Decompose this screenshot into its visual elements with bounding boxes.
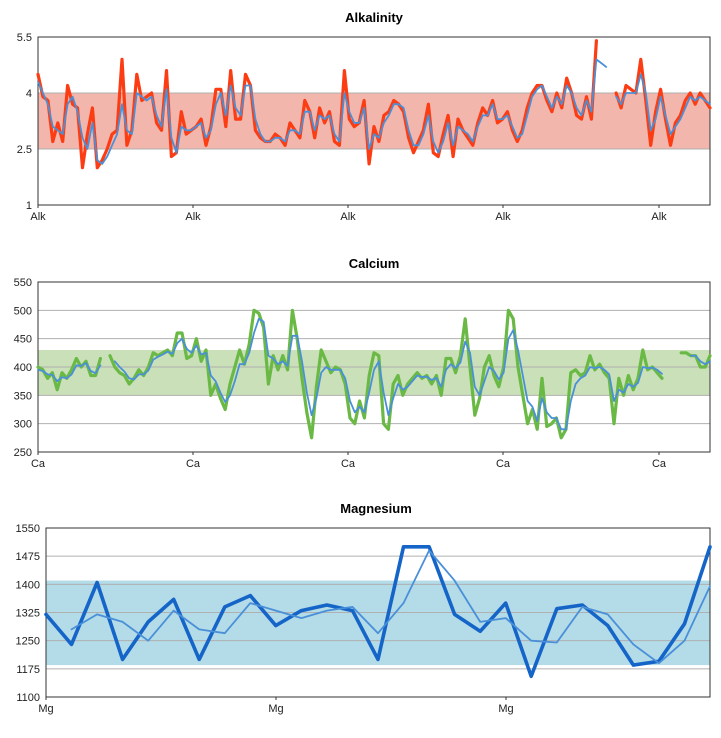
x-tick-label: Ca xyxy=(341,458,356,470)
y-tick-label: 1550 xyxy=(16,523,40,535)
x-tick-label: Mg xyxy=(38,703,53,715)
y-tick-label: 1400 xyxy=(16,579,40,591)
plot-frame xyxy=(45,527,711,698)
x-tick-label: Alk xyxy=(30,211,46,223)
y-tick-label: 350 xyxy=(14,390,32,402)
x-tick-label: Mg xyxy=(498,703,513,715)
y-tick-label: 450 xyxy=(14,334,32,346)
y-tick-label: 5.5 xyxy=(17,32,32,44)
y-tick-label: 4 xyxy=(26,88,32,100)
y-tick-label: 1 xyxy=(26,200,32,212)
x-tick-label: Mg xyxy=(268,703,283,715)
calcium-chart: Calcium 250 300 350 400 450 500 550 Ca Ca Ca Ca Ca xyxy=(14,256,712,470)
x-tick-label: Alk xyxy=(651,211,667,223)
measured-series-line xyxy=(44,545,712,679)
x-tick-label: Alk xyxy=(495,211,511,223)
trend-series-line xyxy=(37,58,711,165)
plot-frame xyxy=(37,36,711,206)
y-tick-label: 1250 xyxy=(16,636,40,648)
x-tick-label: Alk xyxy=(185,211,201,223)
y-tick-label: 550 xyxy=(14,277,32,289)
y-tick-label: 1175 xyxy=(16,664,40,676)
y-tick-label: 2.5 xyxy=(17,144,32,156)
y-tick-label: 500 xyxy=(14,305,32,317)
x-tick-label: Ca xyxy=(186,458,201,470)
target-range-band xyxy=(38,93,710,149)
chart-title: Alkalinity xyxy=(345,10,404,25)
y-tick-label: 250 xyxy=(14,447,32,459)
target-range-band xyxy=(46,580,710,666)
chart-title: Magnesium xyxy=(340,501,412,516)
trend-series-line xyxy=(37,317,711,431)
y-tick-label: 1475 xyxy=(16,551,40,563)
y-tick-label: 300 xyxy=(14,419,32,431)
chart-title: Calcium xyxy=(349,256,400,271)
y-tick-label: 1100 xyxy=(16,692,40,704)
y-tick-label: 400 xyxy=(14,362,32,374)
x-tick-label: Ca xyxy=(31,458,46,470)
y-tick-label: 1325 xyxy=(16,608,40,620)
trend-series-line xyxy=(70,549,711,665)
x-tick-label: Alk xyxy=(340,211,356,223)
magnesium-chart: Magnesium 1100 1175 1250 1325 1400 1475 1550 Mg… xyxy=(16,501,712,715)
alkalinity-chart: Alkalinity 1 2.5 4 5.5 Alk Alk Alk Alk Alk xyxy=(17,10,712,223)
x-tick-label: Ca xyxy=(496,458,511,470)
x-tick-label: Ca xyxy=(652,458,667,470)
